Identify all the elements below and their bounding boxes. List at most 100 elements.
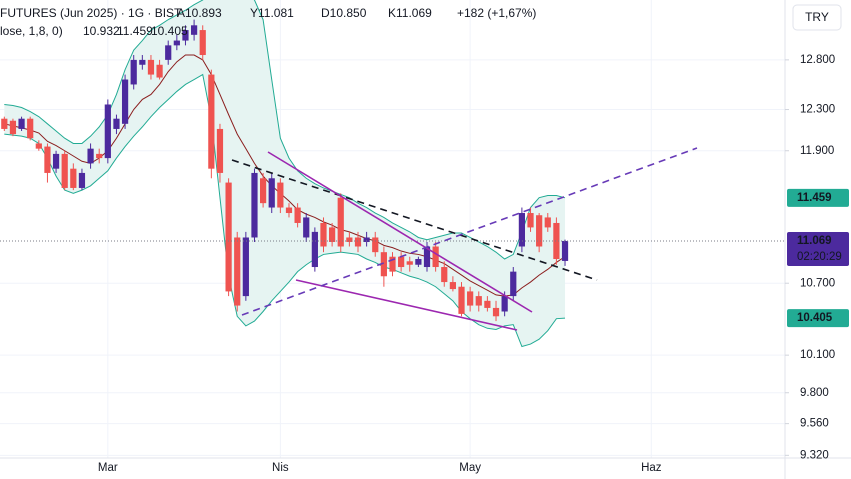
candle-body (113, 118, 120, 129)
trend-line (267, 151, 533, 313)
indicator-value: 11.459 (117, 24, 153, 38)
candle-body (510, 271, 517, 297)
candle-body (35, 143, 42, 149)
candle-body (449, 282, 456, 290)
candle-body (536, 215, 543, 247)
candle-body (190, 25, 198, 35)
candle-body (27, 118, 34, 139)
candle-body (234, 237, 241, 306)
candle-body (44, 146, 51, 173)
indicator-value: 10.405 (151, 24, 188, 38)
candle-body (501, 296, 508, 312)
candle-body (182, 30, 189, 41)
x-tick-label: Haz (641, 462, 662, 474)
candle-body (518, 213, 526, 247)
candle-body (398, 256, 405, 268)
candle-body (1, 118, 8, 129)
x-tick-label: Mar (98, 462, 118, 474)
ohlc-open: A10.893 (177, 6, 222, 20)
candle-body (432, 246, 439, 268)
y-tick-label: 9.800 (800, 387, 829, 399)
candle-body (406, 261, 413, 265)
ohlc-high: Y11.081 (250, 6, 294, 20)
candle-body (259, 178, 267, 204)
candle-body (467, 291, 474, 306)
candle-body (121, 79, 129, 124)
trend-line (241, 147, 698, 316)
candle-body (553, 222, 560, 260)
currency-button[interactable]: TRY (792, 4, 842, 31)
candle-body (285, 207, 293, 214)
price-badge (787, 231, 849, 266)
candle-body (475, 296, 482, 306)
currency-label[interactable]: TRY (805, 10, 829, 24)
candle-body (173, 40, 180, 46)
candle-body (561, 240, 569, 261)
y-tick-label: 11.900 (800, 145, 834, 157)
candle-body (199, 30, 206, 56)
currency-button-frame[interactable] (792, 4, 842, 31)
y-tick-label: 9.560 (800, 418, 829, 430)
price-change: +182 (+1,67%) (457, 6, 536, 20)
ohlc-low: D10.850 (321, 6, 367, 20)
candle-body (87, 148, 94, 164)
candle-body (380, 252, 387, 277)
candle-body (9, 120, 17, 135)
y-tick-label: 9.320 (800, 449, 829, 461)
candle-body (484, 300, 491, 308)
price-badge-label: 11.069 (797, 235, 832, 247)
candle-body (311, 231, 318, 268)
candle-body (354, 237, 362, 247)
candle-body (242, 237, 249, 297)
candle-body (320, 222, 327, 247)
candle-body (423, 246, 431, 268)
candle-body (372, 237, 379, 253)
price-badge (787, 188, 849, 207)
candle-body (389, 256, 396, 272)
candle-body (104, 104, 111, 159)
candle-body (363, 237, 370, 242)
candle-body (61, 153, 68, 188)
candle-body (251, 172, 258, 238)
candle-body (130, 59, 137, 85)
legend: FUTURES (Jun 2025) · 1G · BIST A10.893 Y… (0, 6, 536, 38)
y-tick-label: 10.100 (800, 349, 835, 361)
trend-line (295, 279, 518, 331)
y-tick-label: 10.700 (800, 277, 835, 289)
candle-body (337, 197, 344, 247)
candle-body (268, 178, 275, 208)
candle-body (225, 182, 232, 292)
indicator-title: lose, 1,8, 0) (0, 24, 63, 38)
candle-body (303, 217, 310, 238)
candle-body (208, 74, 215, 169)
candle-body (441, 267, 448, 283)
candle-body (216, 128, 224, 173)
candle-body (139, 59, 146, 65)
candle-body (277, 182, 284, 208)
candle-body (294, 207, 301, 223)
drawings (231, 147, 698, 331)
indicator-line (4, 54, 566, 297)
candle-body (147, 59, 155, 75)
price-badge-label: 11.459 (797, 192, 832, 204)
y-tick-label: 12.800 (800, 54, 835, 66)
candle-body (165, 45, 172, 60)
candle-body (70, 168, 77, 188)
x-tick-label: Nis (272, 462, 289, 474)
candle-body (96, 153, 103, 159)
trend-line (231, 159, 598, 281)
axes: 9.320 9.560 9.800 10.100 10.700 11.900 12.300 1… (98, 54, 835, 474)
price-badge (787, 309, 849, 328)
y-tick-label: 12.300 (800, 104, 835, 116)
candle-body (18, 118, 25, 129)
candle-body (544, 217, 551, 228)
x-tick-label: May (459, 462, 481, 474)
candle-body (527, 213, 534, 228)
candle-body (458, 286, 465, 314)
indicator-value: 10.932 (83, 24, 120, 38)
candle-body (156, 64, 163, 78)
price-badge-label: 10.405 (797, 312, 833, 324)
